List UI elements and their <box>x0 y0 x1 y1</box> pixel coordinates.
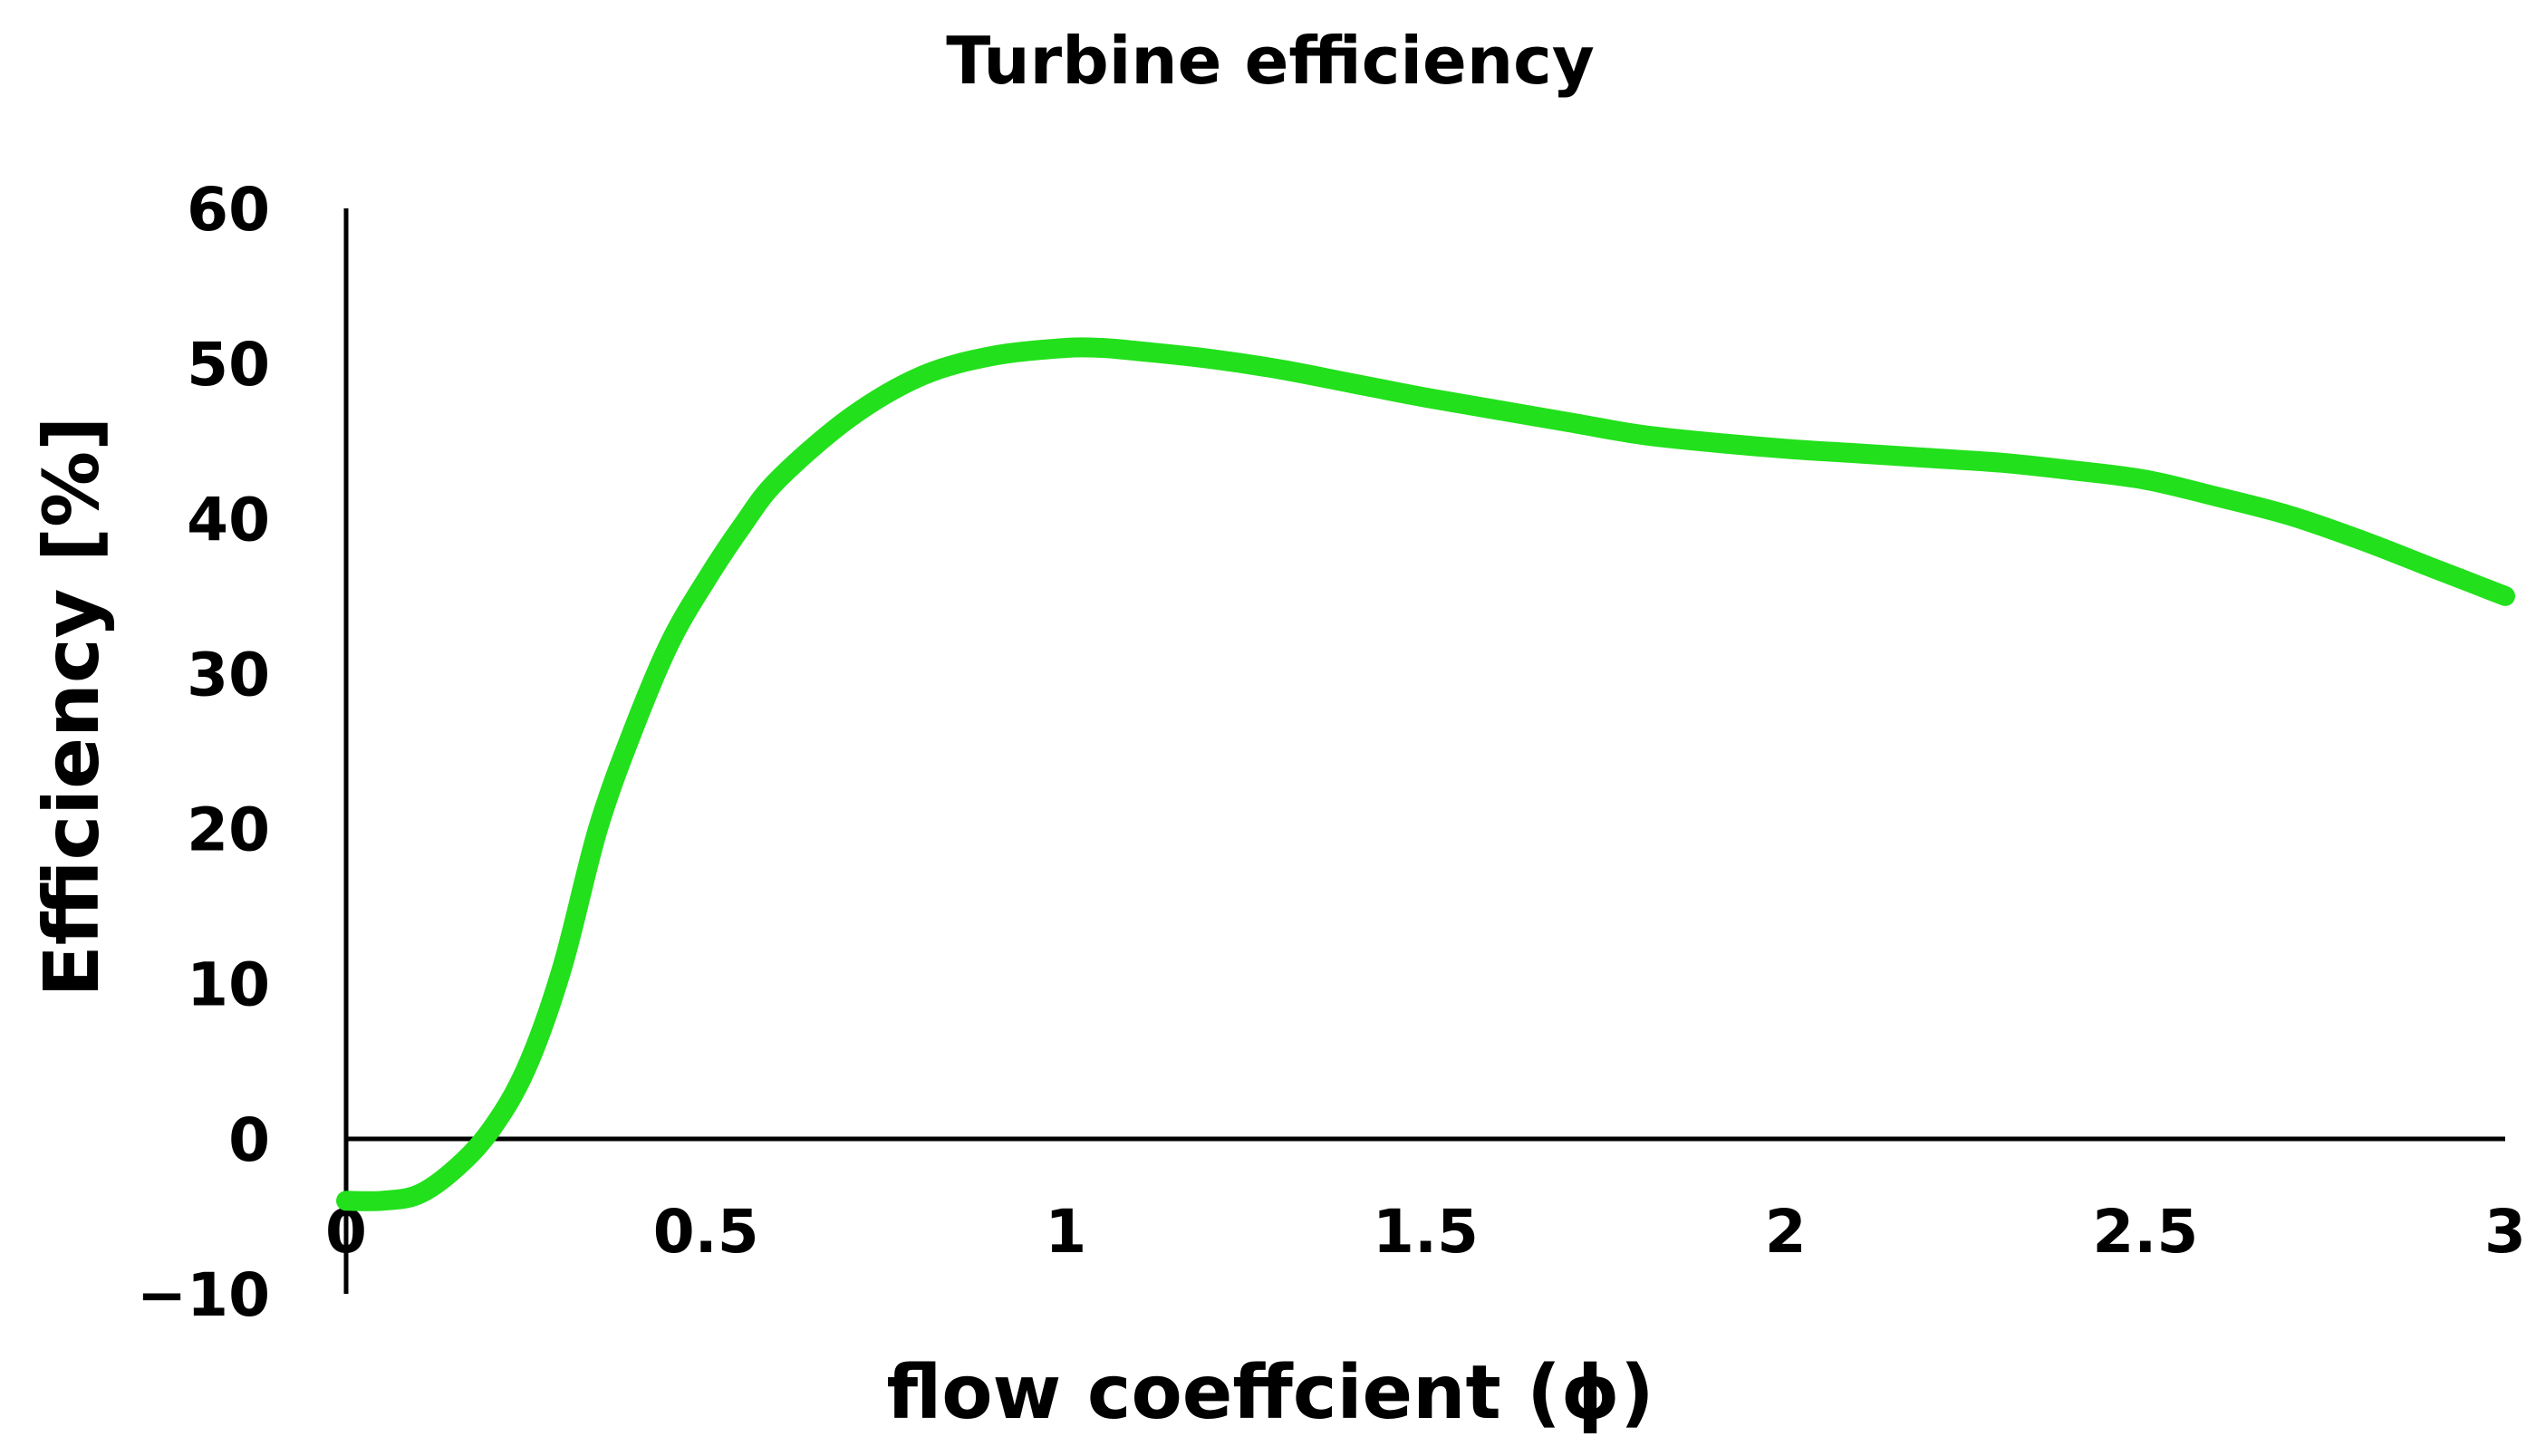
y-tick-label: 10 <box>187 950 270 1020</box>
x-tick-label: 1.5 <box>1373 1197 1479 1267</box>
y-tick-label: 0 <box>228 1105 270 1175</box>
x-tick-label: 2.5 <box>2092 1197 2198 1267</box>
series-line <box>336 337 2515 1211</box>
x-axis-label: flow coeffcient (ϕ) <box>886 1350 1654 1436</box>
y-tick-labels: −10 0 10 20 30 40 50 60 <box>137 175 270 1330</box>
x-tick-label: 1 <box>1045 1197 1086 1267</box>
x-tick-label: 3 <box>2484 1197 2526 1267</box>
x-tick-label: 2 <box>1765 1197 1807 1267</box>
y-tick-label: 60 <box>187 175 270 245</box>
y-tick-label: −10 <box>137 1260 270 1330</box>
y-tick-label: 50 <box>187 330 270 400</box>
chart-title: Turbine efficiency <box>946 23 1595 99</box>
y-axis-label: Efficiency [%] <box>27 416 116 997</box>
y-tick-label: 30 <box>187 640 270 709</box>
y-tick-label: 40 <box>187 485 270 554</box>
y-tick-label: 20 <box>187 795 270 865</box>
x-tick-label: 0.5 <box>653 1197 759 1267</box>
x-tick-labels: 0 0.5 1 1.5 2 2.5 3 <box>325 1197 2526 1267</box>
